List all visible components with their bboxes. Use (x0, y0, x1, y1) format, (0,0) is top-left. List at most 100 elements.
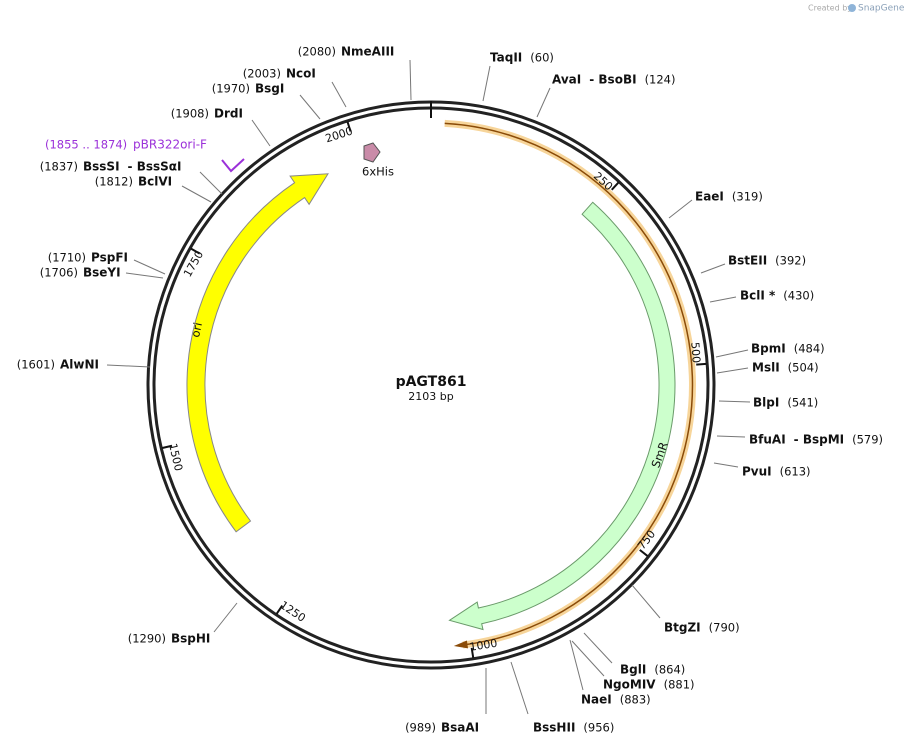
smr-head (453, 640, 468, 649)
ruler-tick (162, 444, 173, 449)
primer-range: (1855 .. 1874) (45, 138, 127, 152)
site-name: BstEII (728, 254, 767, 268)
smr-line (444, 122, 694, 646)
leader-line (631, 584, 661, 619)
site-alt-name: - BssSαI (128, 160, 182, 174)
site-position: (790) (709, 621, 740, 635)
feature-label: 6xHis (362, 165, 394, 179)
leader-line (409, 59, 412, 101)
ruler-label: 1000 (469, 637, 499, 654)
ruler-tick (610, 181, 620, 191)
leader-line (716, 435, 746, 438)
site-position: (613) (780, 465, 811, 479)
site-name: BsaAI (441, 721, 479, 735)
site-name: TaqII (490, 51, 522, 65)
leader-line (251, 119, 271, 147)
site-alt-name: - BspMI (794, 433, 844, 447)
site-position: (392) (775, 254, 806, 268)
ruler-tick (639, 549, 649, 557)
site-name: NaeI (581, 693, 612, 707)
site-position: (1710) (48, 251, 86, 265)
leader-line (668, 199, 693, 219)
site-name: BlpI (753, 396, 779, 410)
site-name: AlwNI (60, 358, 99, 372)
ruler-tick (696, 362, 707, 366)
site-name: BssSI (83, 160, 120, 174)
leader-line (106, 364, 151, 368)
site-name: DrdI (214, 107, 243, 121)
site-position: (504) (788, 361, 819, 375)
brand: SnapGene (858, 4, 905, 14)
leader-line (181, 185, 212, 203)
site-name: NgoMIV (603, 678, 656, 692)
site-position: (2003) (243, 67, 281, 81)
plasmid-name: pAGT861 (396, 374, 467, 390)
site-position: (956) (583, 721, 614, 735)
leader-line (331, 81, 347, 108)
site-name: BspHI (171, 632, 210, 646)
site-position: (430) (783, 289, 814, 303)
site-position: (883) (620, 693, 651, 707)
brand-logo (848, 4, 856, 12)
site-position: (1970) (212, 82, 250, 96)
leader-line (536, 87, 551, 118)
site-position: (484) (794, 342, 825, 356)
site-position: (1812) (95, 175, 133, 189)
ruler-label: 1500 (166, 442, 185, 472)
site-position: (881) (664, 678, 695, 692)
leader-line (571, 640, 605, 677)
site-name: AvaI (552, 73, 581, 87)
primer-name: pBR322ori-F (133, 138, 207, 152)
leader-line (709, 296, 737, 303)
his-tag-marker (363, 142, 381, 163)
site-position: (60) (530, 51, 554, 65)
site-position: (541) (787, 396, 818, 410)
leader-line (213, 602, 238, 633)
site-position: (1290) (128, 632, 166, 646)
site-name: BclVI (138, 175, 172, 189)
site-name: BsgI (255, 82, 284, 96)
ruler-tick (346, 121, 352, 132)
ori-arrow (186, 173, 329, 533)
ruler-label: 1750 (181, 249, 206, 280)
ruler-tick (470, 647, 475, 658)
ruler-label: 1250 (277, 598, 307, 624)
ruler-tick (190, 247, 201, 255)
plasmid-length: 2103 bp (408, 390, 453, 403)
site-name: BtgZI (664, 621, 701, 635)
site-name: MslI (752, 361, 780, 375)
site-position: (1706) (40, 266, 78, 280)
site-name: EaeI (695, 190, 724, 204)
site-name: NcoI (286, 67, 316, 81)
leader-line (510, 661, 529, 715)
site-name: BpmI (751, 342, 786, 356)
primer-marker (221, 158, 245, 173)
site-position: (989) (405, 721, 436, 735)
leader-line (199, 171, 223, 195)
site-name: BfuAI (749, 433, 786, 447)
site-position: (579) (852, 433, 883, 447)
site-name: BglI (620, 663, 646, 677)
site-name: BclI * (740, 289, 776, 303)
leader-line (700, 263, 726, 274)
leader-line (125, 272, 164, 279)
leader-line (133, 259, 166, 275)
site-name: NmeAIII (341, 45, 394, 59)
leader-line (299, 94, 321, 120)
site-name: BseYI (83, 266, 121, 280)
site-alt-name: - BsoBI (589, 73, 636, 87)
ruler-tick (275, 604, 284, 615)
site-name: PspFI (91, 251, 128, 265)
site-position: (2080) (298, 45, 336, 59)
site-position: (1837) (40, 160, 78, 174)
leader-line (569, 639, 584, 691)
leader-line (583, 632, 613, 664)
leader-line (715, 349, 749, 358)
feature-label: ori (188, 321, 205, 339)
site-position: (124) (645, 73, 676, 87)
site-position: (1601) (17, 358, 55, 372)
site-name: PvuI (742, 465, 772, 479)
leader-line (713, 462, 739, 468)
ruler-label: 500 (688, 342, 703, 364)
